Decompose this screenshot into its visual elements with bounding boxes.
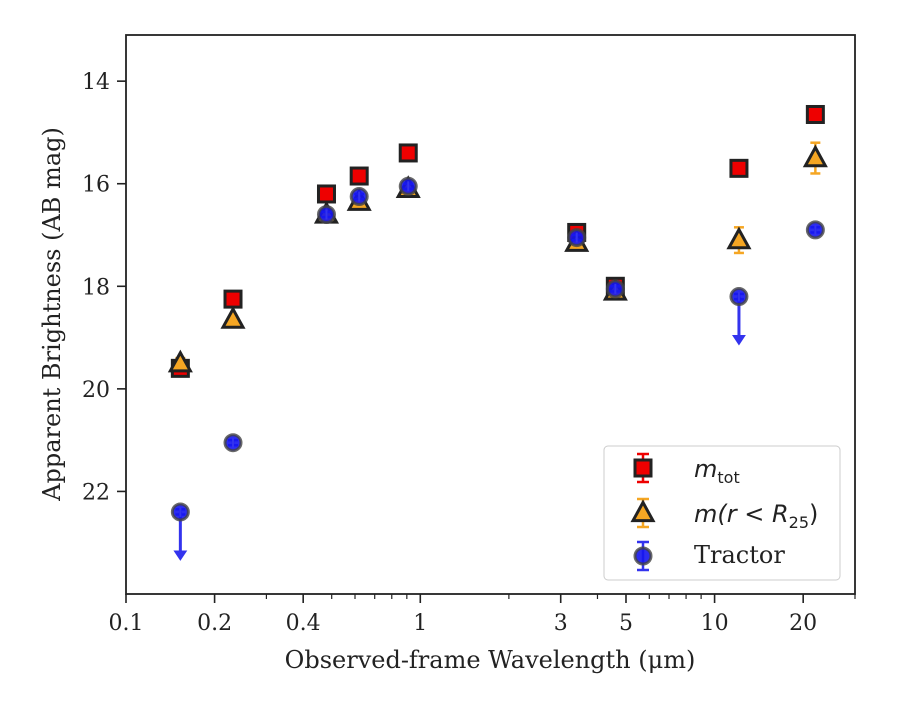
- y-tick-label: 22: [82, 480, 110, 505]
- y-tick-label: 16: [82, 173, 110, 198]
- x-tick-label: 20: [789, 611, 817, 636]
- legend-triangle-glyph: [630, 499, 656, 523]
- legend-label-m-r25: m(r < R25): [694, 500, 818, 532]
- series-triangle: [167, 141, 828, 373]
- y-tick-label: 20: [82, 378, 110, 403]
- x-tick-label: 0.4: [286, 611, 321, 636]
- circle-marker: [633, 546, 653, 566]
- legend-square-marker: [633, 452, 653, 484]
- x-tick-label: 3: [554, 611, 568, 636]
- triangle-marker: [726, 226, 752, 250]
- mr25-point: [220, 305, 246, 329]
- triangle-marker: [630, 499, 656, 523]
- legend-box: [603, 445, 841, 581]
- x-tick-label: 10: [701, 611, 729, 636]
- y-tick-label: 14: [82, 70, 110, 95]
- triangle-marker: [220, 305, 246, 329]
- x-axis-label: Observed-frame Wavelength (μm): [285, 646, 696, 674]
- legend-square-glyph: [633, 458, 653, 478]
- y-axis-label: Apparent Brightness (AB mag): [38, 127, 66, 502]
- legend: mtot m(r < R25) Tractor: [603, 445, 841, 581]
- series-circle: [170, 176, 825, 561]
- x-tick-label: 1: [413, 611, 427, 636]
- upper-limit-head: [173, 550, 188, 561]
- x-tick-label: 0.2: [197, 611, 232, 636]
- mr25-point: [726, 226, 752, 250]
- legend-entry-tractor: Tractor: [633, 540, 785, 572]
- legend-circle-glyph: [633, 546, 653, 566]
- legend-entry-m-r25: m(r < R25): [630, 497, 818, 532]
- legend-entry-mtot: mtot: [633, 452, 740, 487]
- series-square: [170, 104, 825, 378]
- legend-label-tractor: Tractor: [694, 541, 785, 569]
- x-tick-label: 5: [619, 611, 633, 636]
- legend-label-mtot: mtot: [694, 455, 740, 487]
- y-tick-label: 18: [82, 275, 110, 300]
- mr25-point: [802, 144, 828, 168]
- triangle-marker: [802, 144, 828, 168]
- x-tick-label: 0.1: [109, 611, 144, 636]
- upper-limit-head: [732, 335, 746, 346]
- legend-circle-marker: [633, 540, 653, 572]
- square-marker: [633, 458, 653, 478]
- plot-area: [167, 104, 828, 561]
- plot-frame: [125, 34, 856, 595]
- mr25-point: [167, 349, 193, 373]
- triangle-marker: [167, 349, 193, 373]
- legend-triangle-marker: [630, 497, 656, 529]
- axes: 0.1 0.2 0.4 1 3 5 10 20 14 16 18 20 22: [82, 70, 856, 636]
